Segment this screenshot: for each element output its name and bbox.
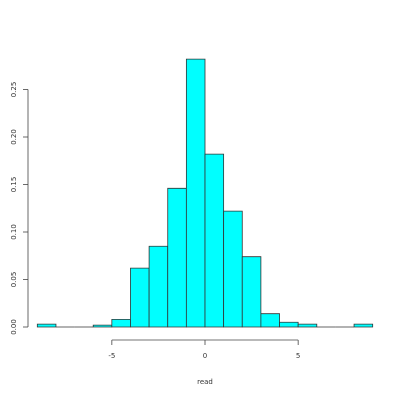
bar	[279, 321, 299, 328]
bar	[111, 319, 131, 328]
y-tick-label: 0.15	[10, 177, 18, 193]
bar	[185, 58, 206, 328]
bar	[148, 245, 169, 328]
bar	[353, 323, 374, 328]
y-tick-label: 0.05	[10, 272, 18, 288]
x-tick-label: -5	[108, 352, 115, 360]
bar	[167, 187, 187, 328]
bar	[130, 267, 150, 328]
bar	[241, 256, 262, 328]
y-tick-label: 0.25	[10, 82, 18, 98]
y-tick-label: 0.00	[10, 319, 18, 335]
x-axis-label: read	[197, 378, 213, 386]
x-tick-label: 0	[203, 352, 207, 360]
bar	[297, 323, 318, 328]
bar	[260, 313, 280, 328]
x-tick-label: 5	[296, 352, 300, 360]
bar	[92, 324, 113, 328]
bar	[223, 210, 243, 328]
bar	[36, 323, 57, 328]
y-tick-label: 0.10	[10, 224, 18, 240]
bar	[204, 153, 225, 328]
y-tick-label: 0.20	[10, 129, 18, 145]
